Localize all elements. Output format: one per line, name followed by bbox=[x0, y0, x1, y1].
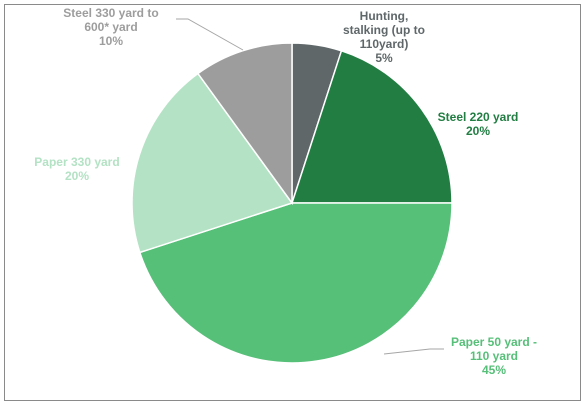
data-label-text: Hunting, bbox=[360, 9, 409, 23]
data-label-percent: 45% bbox=[482, 363, 506, 377]
data-label-5: Steel 330 yard to 600* yard 10% bbox=[63, 6, 158, 48]
leader-line-3 bbox=[383, 348, 444, 355]
data-label-text: Paper 330 yard bbox=[34, 155, 119, 169]
data-label-percent: 10% bbox=[99, 34, 123, 48]
data-label-3: Paper 50 yard -110 yard 45% bbox=[451, 335, 537, 377]
data-label-4: Paper 330 yard 20% bbox=[34, 155, 119, 183]
data-label-percent: 20% bbox=[466, 124, 490, 138]
data-label-percent: 20% bbox=[65, 169, 89, 183]
data-label-2: Steel 220 yard 20% bbox=[438, 110, 519, 138]
data-label-text: 110 yard bbox=[470, 349, 518, 363]
pie-slice-5 bbox=[196, 42, 293, 206]
data-label-text: 110yard) bbox=[360, 37, 409, 51]
data-label-text: Paper 50 yard - bbox=[451, 335, 537, 349]
pie-slice-4 bbox=[131, 72, 294, 254]
pie-slice-3 bbox=[138, 202, 453, 364]
pie-slice-2 bbox=[290, 49, 453, 204]
data-label-text: Steel 330 yard to bbox=[63, 6, 158, 20]
leader-line-5 bbox=[176, 18, 244, 51]
data-label-percent: 5% bbox=[375, 51, 393, 65]
data-label-text: 600* yard bbox=[84, 20, 137, 34]
data-label-text: Steel 220 yard bbox=[438, 110, 519, 124]
data-label-text: stalking (up to bbox=[343, 23, 425, 37]
data-label-1: Hunting, stalking (up to 110yard) 5% bbox=[343, 9, 425, 65]
